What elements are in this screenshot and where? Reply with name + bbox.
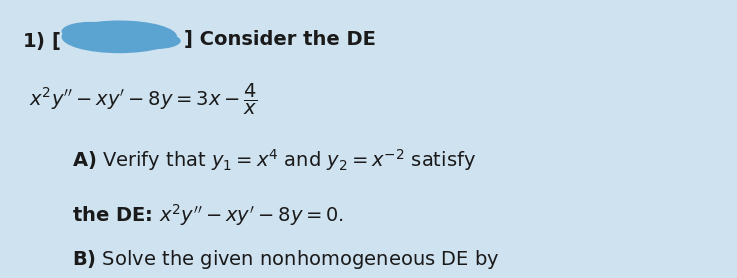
Ellipse shape bbox=[62, 21, 177, 53]
Text: $\mathbf{B)}$ Solve the given nonhomogeneous DE by: $\mathbf{B)}$ Solve the given nonhomogen… bbox=[72, 248, 500, 271]
Text: $\mathbf{1)}$ [: $\mathbf{1)}$ [ bbox=[22, 30, 60, 52]
Text: $x^2y'' - xy' - 8y = 3x - \dfrac{4}{x}$: $x^2y'' - xy' - 8y = 3x - \dfrac{4}{x}$ bbox=[29, 82, 258, 117]
Text: $\mathbf{A)}$ Verify that $y_1 = x^4$ and $y_2 = x^{-2}$ satisfy: $\mathbf{A)}$ Verify that $y_1 = x^4$ an… bbox=[72, 147, 476, 173]
Ellipse shape bbox=[62, 22, 119, 41]
Text: the DE: $x^2y'' - xy' - 8y = 0.$: the DE: $x^2y'' - xy' - 8y = 0.$ bbox=[72, 202, 344, 228]
Ellipse shape bbox=[130, 33, 181, 49]
Ellipse shape bbox=[112, 22, 156, 36]
Text: ] Consider the DE: ] Consider the DE bbox=[184, 30, 376, 49]
